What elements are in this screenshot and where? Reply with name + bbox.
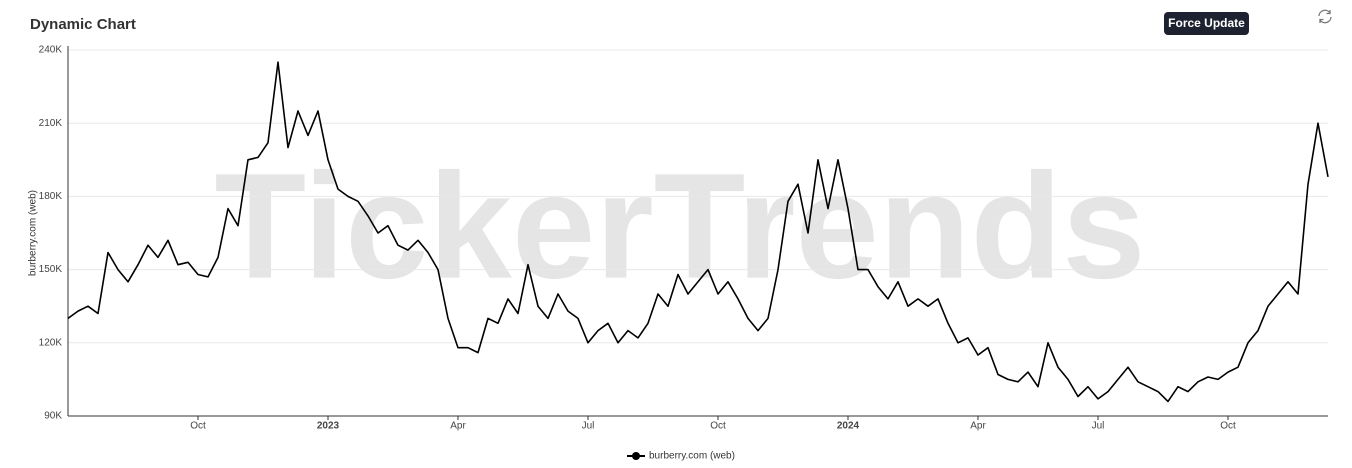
series-line [67, 61, 1329, 403]
x-tick-label: Oct [710, 421, 726, 432]
refresh-arrow[interactable] [1319, 18, 1324, 24]
legend: burberry.com (web) [627, 451, 735, 462]
y-axis-label: burberry.com (web) [28, 190, 39, 276]
x-tick-label: 2023 [317, 421, 340, 432]
x-tick-label: Oct [190, 421, 206, 432]
refresh-arc[interactable] [1318, 9, 1331, 17]
x-tick-label: 2024 [837, 421, 860, 432]
refresh-arc[interactable] [1319, 16, 1332, 24]
legend-marker [632, 452, 640, 460]
force-update-button[interactable]: Force Update [1164, 12, 1249, 35]
legend-label: burberry.com (web) [649, 451, 735, 462]
y-tick-label: 120K [39, 337, 63, 348]
y-tick-label: 90K [44, 411, 62, 422]
y-tick-label: 150K [39, 264, 63, 275]
chart-title: Dynamic Chart [30, 16, 136, 33]
watermark: TickerTrends [214, 142, 1145, 310]
button-label[interactable]: Force Update [1168, 16, 1245, 30]
refresh-arrow[interactable] [1326, 10, 1331, 15]
x-tick-label: Oct [1220, 421, 1236, 432]
button-bg[interactable] [1164, 12, 1249, 35]
x-tick-label: Jul [582, 421, 595, 432]
y-tick-label: 180K [39, 191, 63, 202]
x-tick-label: Jul [1092, 421, 1105, 432]
y-tick-label: 210K [39, 118, 63, 129]
x-tick-label: Apr [970, 421, 986, 432]
y-tick-label: 240K [39, 45, 63, 56]
x-tick-label: Apr [450, 421, 466, 432]
refresh-icon[interactable] [1318, 9, 1332, 24]
